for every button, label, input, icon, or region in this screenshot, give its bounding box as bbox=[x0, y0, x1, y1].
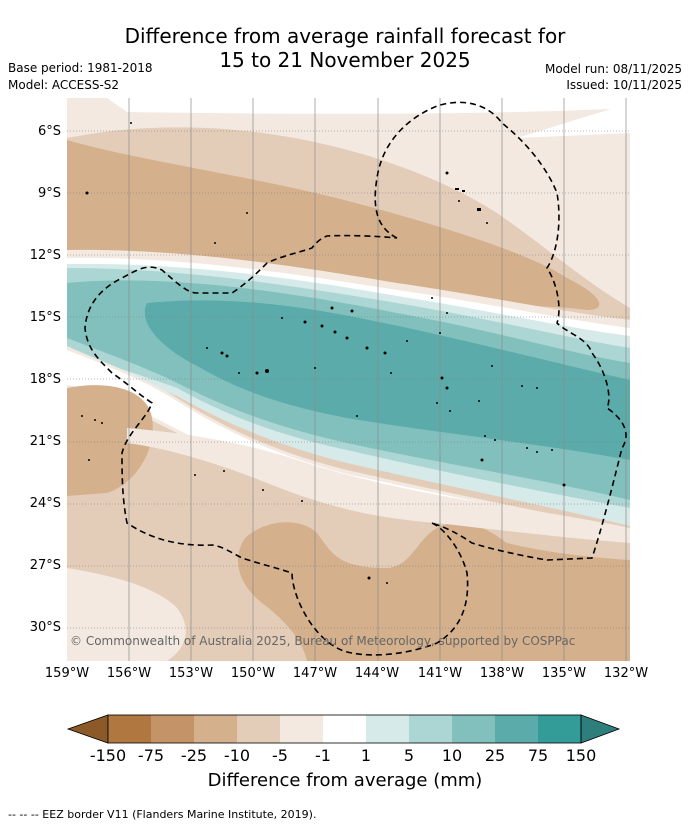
top-white-area bbox=[517, 103, 630, 138]
colorbar-label: -5 bbox=[272, 746, 288, 765]
colorbar-title: Difference from average (mm) bbox=[207, 770, 483, 791]
colorbar-label: -1 bbox=[315, 746, 331, 765]
map-title-line-2: 15 to 21 November 2025 bbox=[219, 48, 471, 72]
lon-label-141W: 141°W bbox=[417, 666, 463, 681]
lat-label-27S: 27°S bbox=[29, 558, 61, 573]
lon-label-138W: 138°W bbox=[479, 666, 525, 681]
model-name: Model: ACCESS-S2 bbox=[8, 78, 120, 92]
issued-date: Issued: 10/11/2025 bbox=[566, 78, 682, 92]
base-period: Base period: 1981-2018 bbox=[8, 61, 153, 75]
lon-label-153W: 153°W bbox=[168, 666, 214, 681]
colorbar-segment bbox=[280, 715, 323, 743]
colorbar-segment bbox=[194, 715, 237, 743]
colorbar-label: -75 bbox=[137, 746, 165, 765]
dry-patch-west bbox=[67, 385, 153, 496]
colorbar-segment bbox=[495, 715, 538, 743]
band-75-150 bbox=[145, 300, 630, 460]
lon-label-150W: 150°W bbox=[230, 666, 276, 681]
colorbar-label: 25 bbox=[484, 746, 506, 765]
top-white-strip bbox=[107, 98, 630, 114]
grid-lines bbox=[67, 130, 630, 629]
colorbar-segment bbox=[108, 715, 151, 743]
top-light-band bbox=[67, 98, 630, 308]
colorbar-frame bbox=[107, 714, 582, 744]
colorbar-label: 10 bbox=[441, 746, 463, 765]
colorbar bbox=[66, 714, 621, 744]
colorbar-label: 5 bbox=[403, 746, 415, 765]
colorbar-arrow-high bbox=[580, 714, 621, 744]
colorbar-segments bbox=[66, 714, 621, 744]
lon-label-156W: 156°W bbox=[106, 666, 152, 681]
copyright-credit: © Commonwealth of Australia 2025, Bureau… bbox=[70, 634, 576, 648]
lat-label-6S: 6°S bbox=[37, 124, 61, 139]
colorbar-label: -10 bbox=[223, 746, 251, 765]
light-patch-southwest bbox=[67, 568, 186, 661]
meridian-lines bbox=[128, 98, 627, 661]
lon-label-159W: 159°W bbox=[44, 666, 90, 681]
colorbar-label: 75 bbox=[527, 746, 549, 765]
lat-label-15S: 15°S bbox=[29, 310, 61, 325]
eez-border bbox=[84, 101, 627, 656]
colorbar-label: 1 bbox=[360, 746, 372, 765]
lat-label-12S: 12°S bbox=[29, 248, 61, 263]
map-title-line-1: Difference from average rainfall forecas… bbox=[124, 24, 566, 48]
colorbar-segment bbox=[323, 715, 366, 743]
lon-label-144W: 144°W bbox=[354, 666, 400, 681]
colorbar-label: -150 bbox=[89, 746, 127, 765]
rainfall-difference-map bbox=[67, 98, 630, 661]
lat-label-21S: 21°S bbox=[29, 434, 61, 449]
colorbar-label: -25 bbox=[180, 746, 208, 765]
colorbar-segment bbox=[366, 715, 409, 743]
model-run: Model run: 08/11/2025 bbox=[544, 62, 682, 76]
colorbar-segment bbox=[151, 715, 194, 743]
lat-label-24S: 24°S bbox=[29, 496, 61, 511]
map-canvas bbox=[67, 98, 630, 661]
lat-label-30S: 30°S bbox=[29, 620, 61, 635]
eez-legend-note: -- -- -- EEZ border V11 (Flanders Marine… bbox=[8, 808, 317, 821]
colorbar-segment bbox=[538, 715, 581, 743]
colorbar-segment bbox=[409, 715, 452, 743]
lat-label-9S: 9°S bbox=[37, 186, 61, 201]
colorbar-label: 150 bbox=[565, 746, 597, 765]
lon-label-147W: 147°W bbox=[292, 666, 338, 681]
lon-label-135W: 135°W bbox=[541, 666, 587, 681]
colorbar-arrow-low bbox=[66, 714, 109, 744]
colorbar-segment bbox=[237, 715, 280, 743]
colorbar-segment bbox=[452, 715, 495, 743]
dry-band-north bbox=[67, 140, 600, 310]
lon-label-132W: 132°W bbox=[603, 666, 649, 681]
island-marks bbox=[81, 122, 566, 584]
lat-label-18S: 18°S bbox=[29, 372, 61, 387]
